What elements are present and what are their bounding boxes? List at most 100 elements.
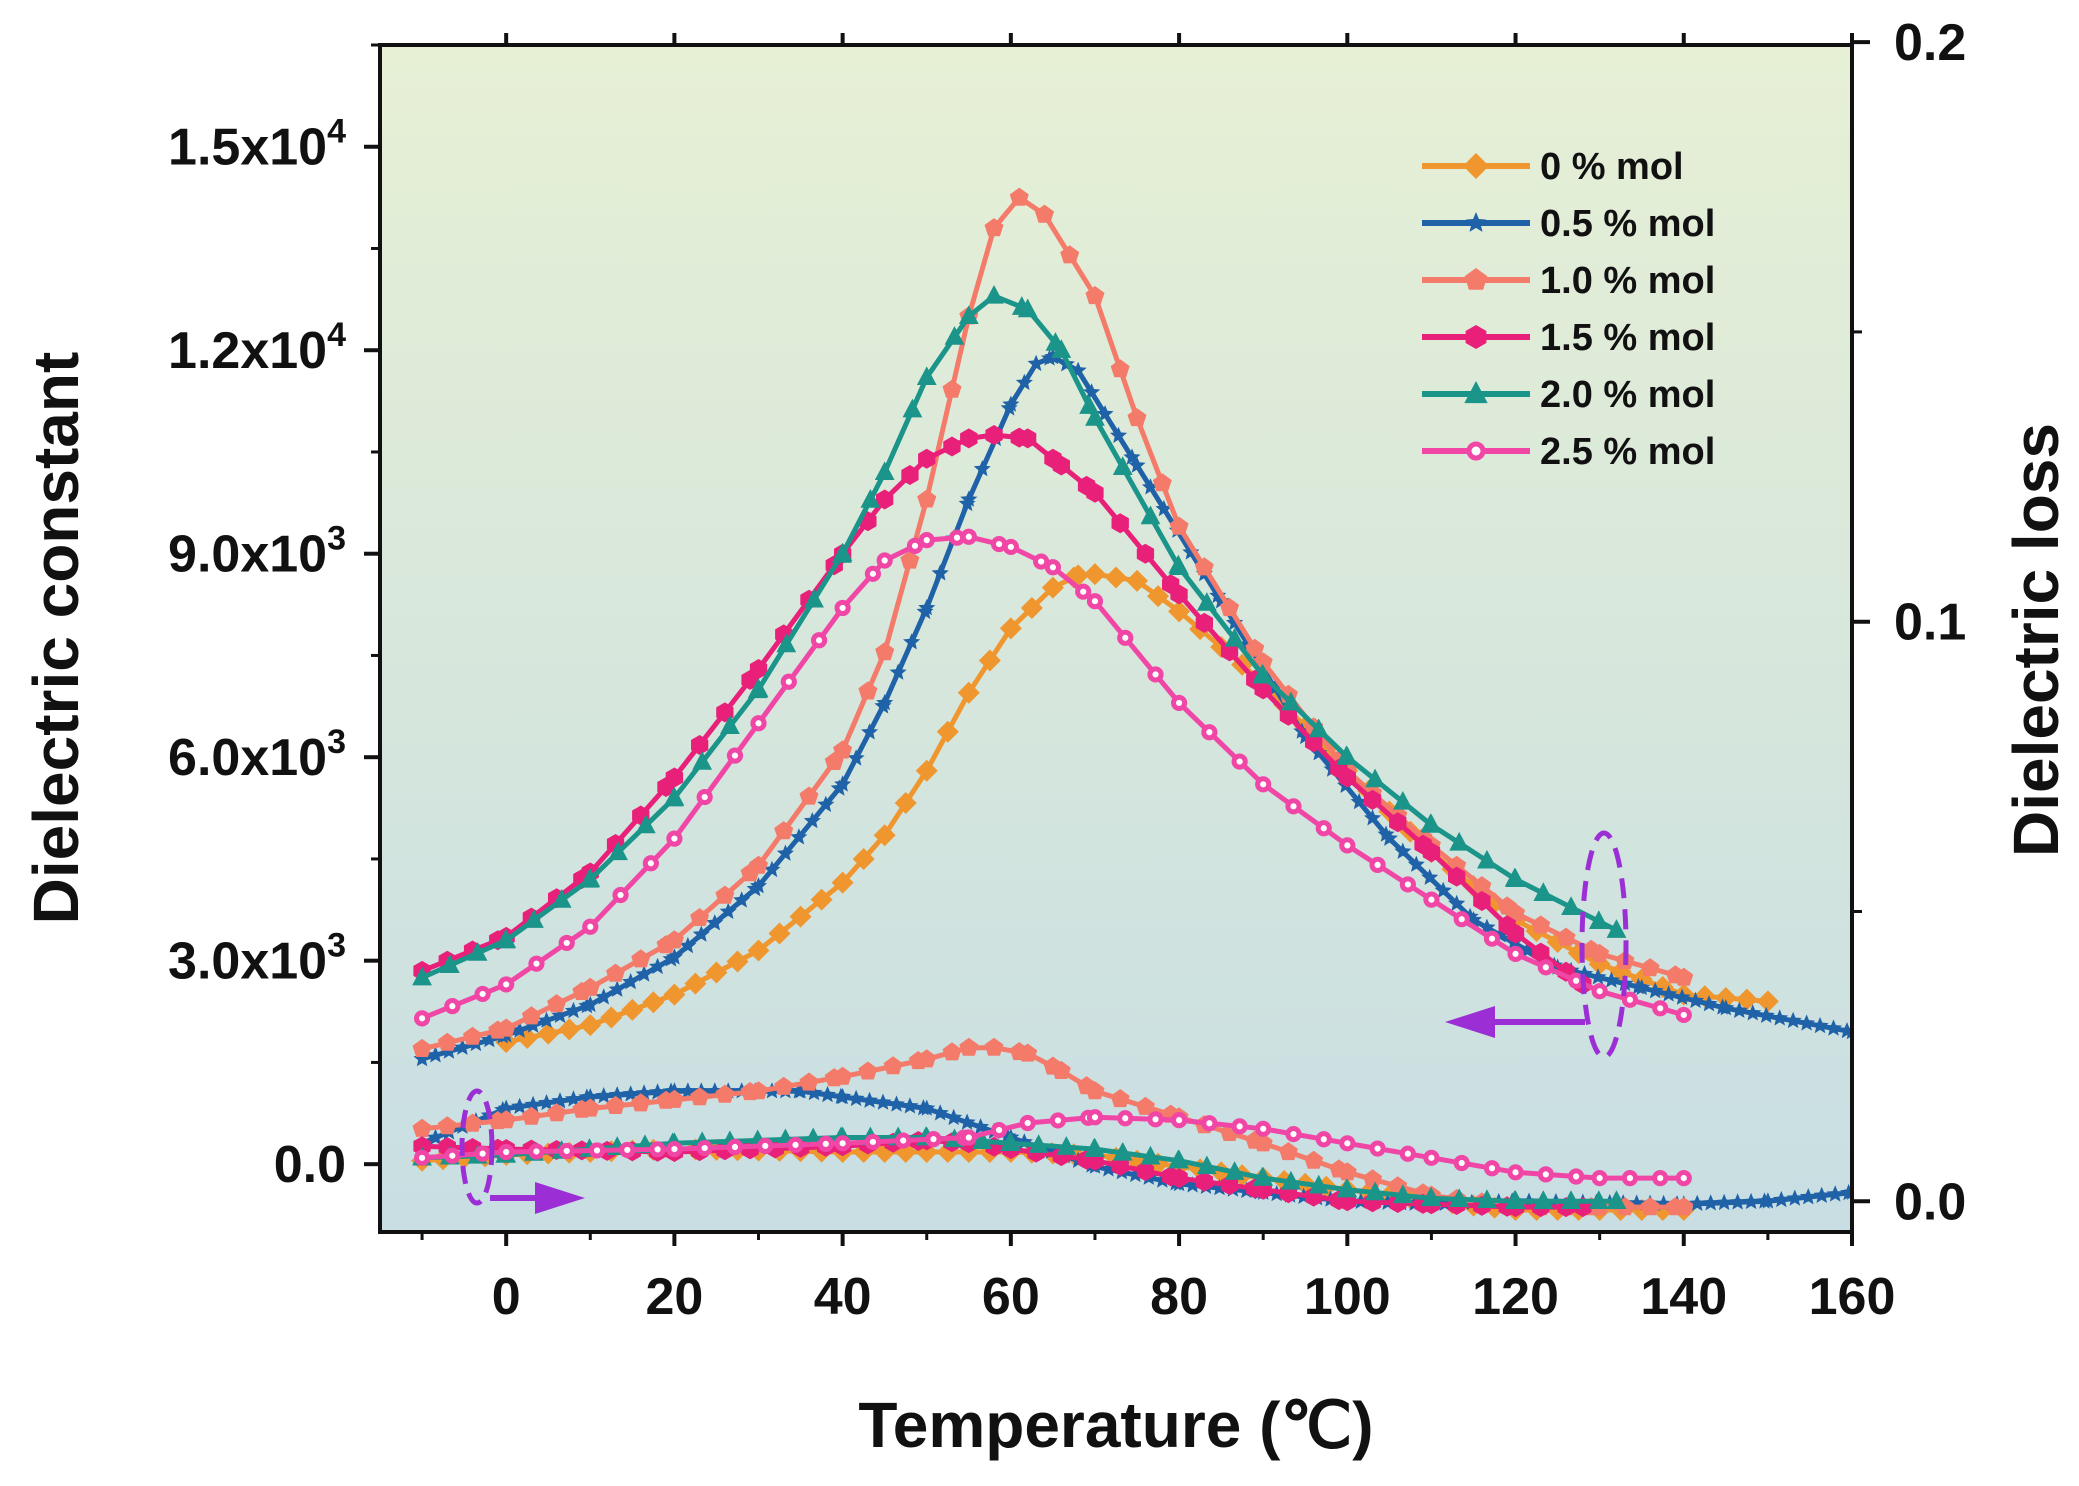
permittivity-point	[1756, 990, 1779, 1013]
permittivity-point	[528, 955, 545, 972]
loss-point	[595, 1087, 613, 1104]
permittivity-point	[642, 991, 665, 1014]
loss-point	[581, 1088, 599, 1105]
permittivity-point	[876, 693, 894, 711]
series-1-0-mol	[412, 187, 1694, 1216]
permittivity-point	[580, 868, 601, 887]
legend-label: 2.5 % mol	[1540, 431, 1715, 473]
loss-point	[833, 1066, 853, 1085]
permittivity-point	[719, 902, 737, 919]
permittivity-point	[1561, 896, 1581, 915]
permittivity-point	[1369, 856, 1386, 874]
loss-point	[1028, 1134, 1049, 1153]
permittivity-point	[1168, 600, 1191, 623]
loss-point	[1220, 1175, 1239, 1196]
permittivity-point	[1170, 694, 1188, 712]
loss-point	[861, 1091, 879, 1108]
permittivity-point	[1700, 995, 1718, 1012]
permittivity-point	[847, 749, 865, 766]
loss-point	[511, 1097, 529, 1114]
permittivity-point	[931, 564, 949, 581]
loss-point	[901, 1097, 919, 1114]
permittivity-point	[715, 885, 735, 904]
permittivity-point	[901, 465, 919, 485]
loss-point	[496, 1110, 516, 1129]
permittivity-point	[903, 633, 921, 650]
permittivity-point	[666, 830, 683, 847]
permittivity-point	[789, 905, 812, 928]
permittivity-point	[774, 821, 794, 840]
permittivity-point	[834, 599, 851, 617]
legend: 0 % mol 0.5 % mol 1.0 % mol 1.5 % mol 2.0 % …	[1422, 146, 1715, 473]
loss-point	[1126, 1165, 1144, 1183]
loss-point	[1399, 1145, 1416, 1162]
loss-point	[1813, 1186, 1831, 1203]
annotations-layer	[459, 830, 1629, 1214]
permittivity-point	[1507, 945, 1524, 963]
permittivity-point	[580, 977, 600, 996]
legend-item: 1.5 % mol	[1422, 317, 1715, 359]
permittivity-point	[733, 891, 751, 908]
permittivity-point	[1096, 405, 1114, 422]
permittivity-point	[498, 976, 515, 993]
permittivity-point	[606, 963, 625, 982]
permittivity-point	[1085, 286, 1105, 305]
loss-point	[1652, 1169, 1669, 1187]
loss-point	[1112, 1141, 1133, 1161]
permittivity-point	[1337, 746, 1358, 765]
permittivity-point	[1421, 868, 1439, 885]
loss-point	[1085, 1081, 1105, 1100]
permittivity-point	[750, 715, 767, 732]
loss-point	[521, 1106, 541, 1125]
permittivity-point	[876, 489, 894, 510]
permittivity-point	[726, 950, 749, 973]
loss-point	[608, 1086, 626, 1103]
loss-point	[551, 1092, 569, 1109]
permittivity-point	[595, 988, 613, 1005]
permittivity-point	[1423, 891, 1440, 908]
loss-point	[942, 1042, 962, 1061]
loss-point	[1799, 1188, 1817, 1205]
permittivity-point	[412, 966, 432, 986]
permittivity-point	[612, 886, 629, 904]
permittivity-point	[453, 1038, 471, 1055]
loss-point	[547, 1103, 567, 1122]
loss-point	[918, 1099, 936, 1116]
permittivity-point	[876, 552, 893, 569]
loss-point	[696, 1139, 713, 1157]
loss-point	[1195, 1171, 1213, 1192]
loss-point	[972, 1118, 990, 1135]
loss-point	[631, 1093, 651, 1112]
permittivity-point	[558, 934, 575, 952]
loss-point	[799, 1072, 819, 1091]
loss-point	[792, 1082, 810, 1099]
permittivity-point	[958, 305, 979, 325]
permittivity-point	[1308, 718, 1329, 738]
y-tick-label: 6.0x103	[168, 723, 346, 787]
permittivity-point	[803, 812, 821, 829]
loss-point	[588, 1142, 606, 1159]
loss-point	[1056, 1136, 1077, 1155]
permittivity-point	[437, 1032, 457, 1051]
x-tick-label: 0	[492, 1268, 521, 1326]
permittivity-point	[564, 1001, 582, 1019]
permittivity-point	[957, 681, 980, 704]
loss-point	[564, 1090, 582, 1107]
permittivity-point	[1085, 407, 1105, 426]
permittivity-point	[1646, 982, 1664, 999]
permittivity-point	[1035, 204, 1054, 223]
permittivity-point	[720, 715, 740, 734]
loss-point	[1201, 1115, 1218, 1132]
permittivity-point	[780, 673, 797, 690]
loss-point	[606, 1095, 625, 1114]
loss-point	[1111, 1155, 1129, 1176]
permittivity-point	[1147, 585, 1170, 608]
permittivity-point	[1660, 985, 1678, 1002]
permittivity-point	[608, 841, 628, 861]
permittivity-point	[413, 1010, 431, 1027]
permittivity-point	[918, 599, 936, 616]
permittivity-point	[894, 791, 917, 814]
permittivity-point	[943, 436, 961, 457]
permittivity-point	[631, 949, 651, 968]
loss-point	[959, 1037, 979, 1056]
